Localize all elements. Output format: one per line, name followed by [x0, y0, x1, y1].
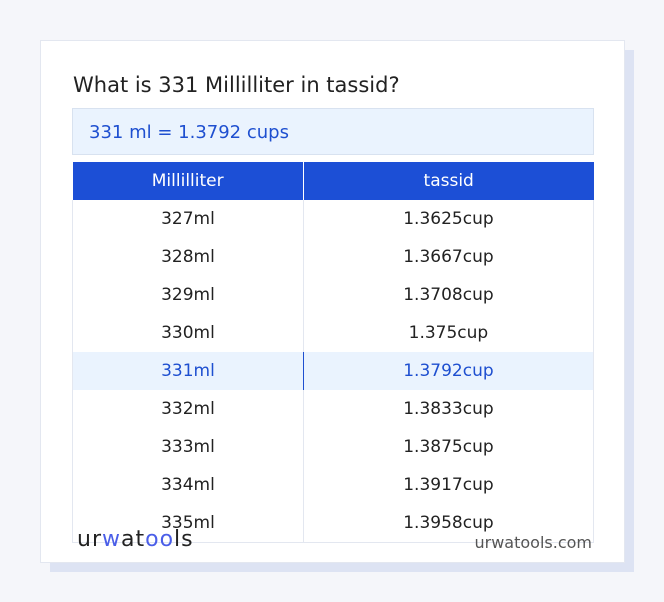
tassid-cell: 1.3625cup	[303, 200, 593, 238]
tassid-cell: 1.3917cup	[303, 466, 593, 504]
tassid-cell: 1.3708cup	[303, 276, 593, 314]
urwatools-logo: urwatools	[77, 527, 194, 552]
tassid-cell: 1.375cup	[303, 314, 593, 352]
tassid-cell: 1.3667cup	[303, 238, 593, 276]
ml-cell: 331ml	[73, 352, 304, 390]
ml-cell: 327ml	[73, 200, 304, 238]
ml-cell: 329ml	[73, 276, 304, 314]
table-row: 332ml1.3833cup	[73, 390, 594, 428]
tassid-cell: 1.3792cup	[303, 352, 593, 390]
table-row: 331ml1.3792cup	[73, 352, 594, 390]
table-row: 328ml1.3667cup	[73, 238, 594, 276]
conversion-table: Millilliter tassid 327ml1.3625cup328ml1.…	[72, 162, 594, 543]
converter-card: What is 331 Millilliter in tassid? 331 m…	[40, 40, 625, 563]
tassid-cell: 1.3875cup	[303, 428, 593, 466]
site-url[interactable]: urwatools.com	[475, 533, 593, 552]
page-title: What is 331 Millilliter in tassid?	[73, 73, 400, 97]
ml-cell: 333ml	[73, 428, 304, 466]
table-row: 330ml1.375cup	[73, 314, 594, 352]
table-row: 333ml1.3875cup	[73, 428, 594, 466]
table-row: 329ml1.3708cup	[73, 276, 594, 314]
column-header: Millilliter	[73, 162, 304, 200]
table-row: 327ml1.3625cup	[73, 200, 594, 238]
ml-cell: 332ml	[73, 390, 304, 428]
tassid-cell: 1.3833cup	[303, 390, 593, 428]
column-header: tassid	[303, 162, 593, 200]
table-row: 334ml1.3917cup	[73, 466, 594, 504]
ml-cell: 330ml	[73, 314, 304, 352]
ml-cell: 334ml	[73, 466, 304, 504]
ml-cell: 328ml	[73, 238, 304, 276]
result-box: 331 ml = 1.3792 cups	[72, 108, 594, 155]
